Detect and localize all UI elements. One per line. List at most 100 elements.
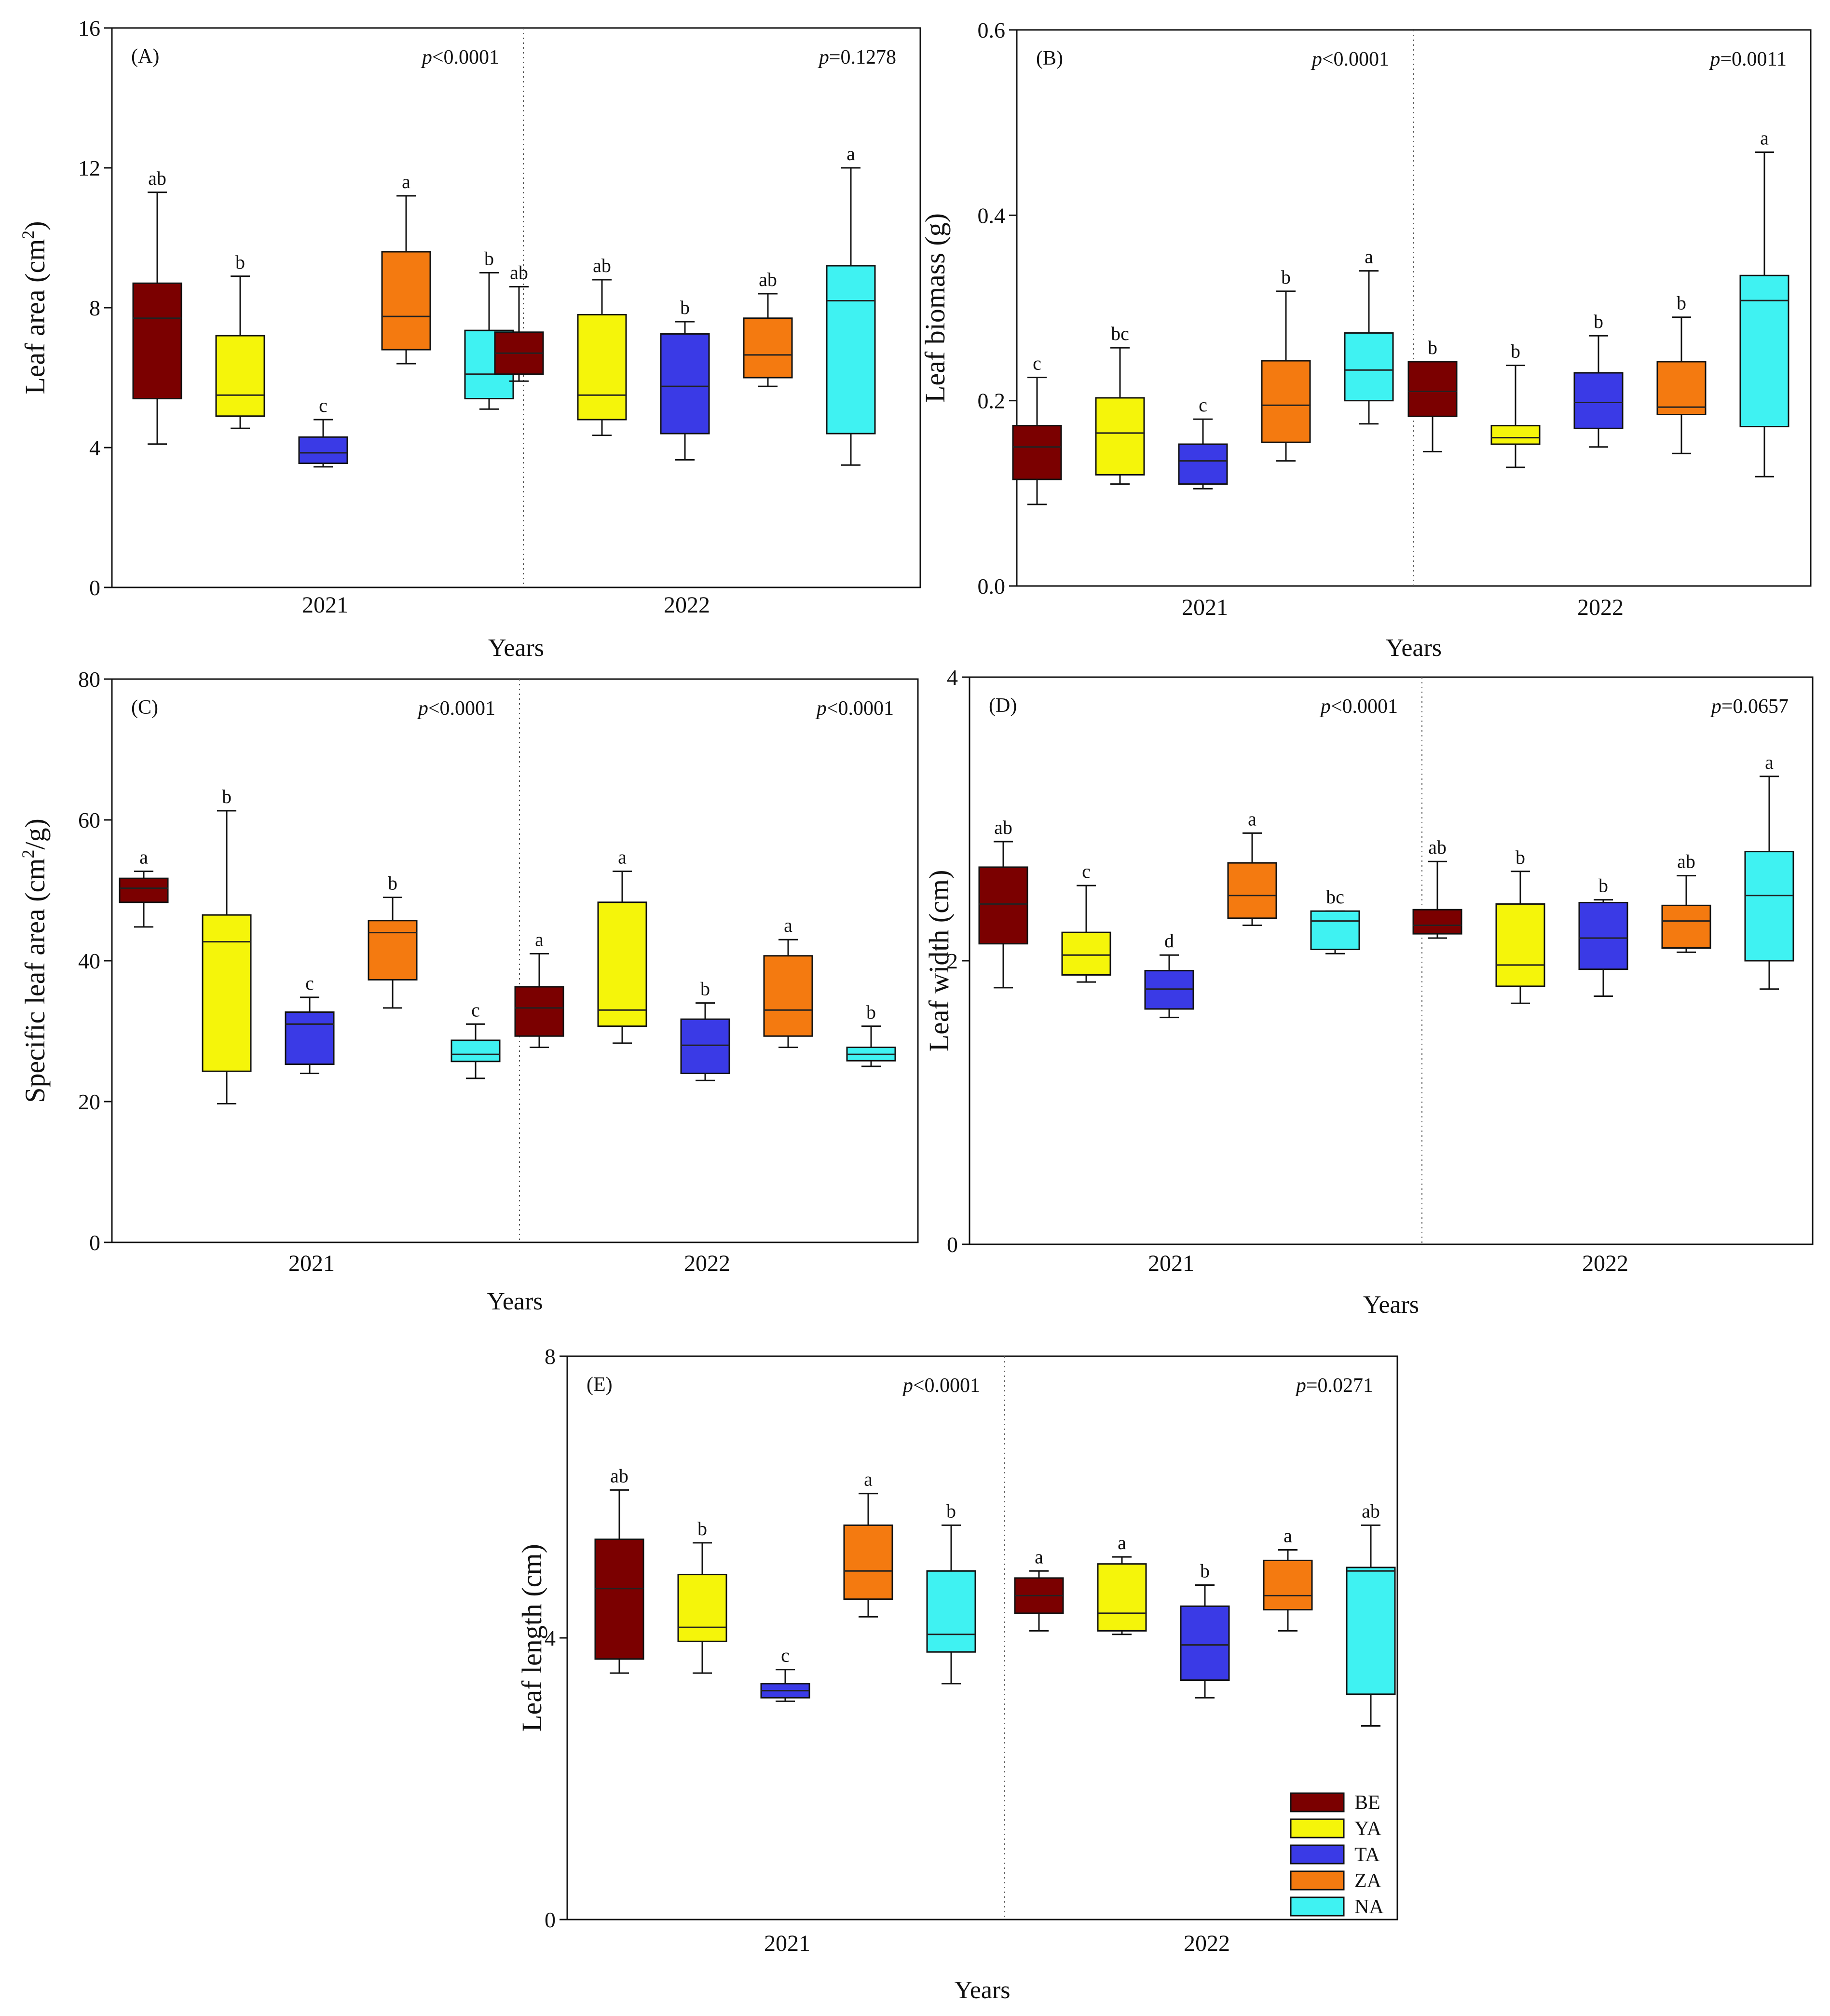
box-body — [926, 1570, 976, 1653]
box-body — [514, 986, 564, 1037]
box-ta-2022: b — [680, 978, 730, 1081]
significance-letter: b — [680, 297, 690, 318]
box-za-2022: ab — [1661, 851, 1711, 953]
year-label: 2021 — [764, 1931, 810, 1956]
x-axis-label: Years — [487, 1288, 543, 1315]
p-value-number: <0.0001 — [428, 697, 495, 720]
p-value-symbol: p — [1319, 695, 1331, 718]
box-ta-2021: c — [1178, 394, 1228, 490]
significance-letter: b — [1281, 266, 1291, 288]
p-value-number: <0.0001 — [1331, 695, 1398, 718]
box-body — [298, 436, 348, 464]
box-be-2022: ab — [494, 262, 544, 382]
significance-letter: c — [305, 972, 314, 994]
box-na-2021: bc — [1310, 886, 1360, 954]
box-body — [1097, 1563, 1147, 1632]
box-body — [368, 920, 418, 981]
box-body — [1573, 372, 1624, 429]
p-value-symbol: p — [1708, 48, 1720, 70]
y-tick-label: 4 — [89, 436, 100, 460]
box-za-2021: b — [368, 872, 418, 1009]
year-label: 2022 — [664, 592, 710, 618]
significance-letter: ab — [759, 269, 777, 290]
p-value: p<0.0001 — [815, 697, 894, 720]
box-be-2021: ab — [978, 817, 1028, 989]
y-axis-label-sup: 2 — [18, 850, 38, 858]
y-axis-label-end: ) — [19, 221, 51, 230]
box-za-2022: a — [763, 914, 813, 1049]
chart-panel-2: 0.0 0.2 0.4 0.6 Leaf biomass (g) Years (B) 2021… — [919, 18, 1812, 662]
box-be-2021: ab — [594, 1465, 644, 1674]
significance-letter: ab — [1362, 1500, 1380, 1522]
significance-letter: b — [1516, 846, 1525, 868]
y-tick-label: 8 — [545, 1344, 556, 1369]
year-label: 2022 — [1577, 595, 1624, 620]
box-body — [1227, 862, 1277, 919]
significance-letter: b — [388, 872, 397, 894]
box-za-2021: a — [843, 1469, 893, 1618]
significance-letter: ab — [593, 255, 611, 276]
plot-frame — [111, 27, 921, 588]
panel-label: (A) — [131, 45, 159, 68]
significance-letter: a — [1248, 808, 1256, 830]
box-body — [451, 1039, 501, 1062]
significance-letter: a — [1284, 1525, 1292, 1547]
y-axis-label-main: Specific leaf area (cm — [19, 858, 51, 1103]
box-body — [1739, 274, 1789, 427]
box-body — [743, 317, 793, 379]
box-za-2022: a — [1263, 1525, 1313, 1632]
box-body — [677, 1574, 727, 1642]
significance-letter: a — [1035, 1546, 1043, 1567]
significance-letter: c — [1033, 353, 1041, 374]
legend-swatch-na — [1290, 1896, 1345, 1917]
p-value: p=0.0011 — [1708, 48, 1787, 70]
box-body — [594, 1539, 644, 1660]
y-tick-label: 8 — [89, 296, 100, 320]
box-body — [577, 314, 627, 421]
significance-letter: bc — [1326, 886, 1344, 908]
p-value: p=0.0657 — [1710, 695, 1789, 718]
y-tick-label: 40 — [78, 949, 100, 973]
y-tick-label: 0 — [89, 575, 100, 600]
significance-letter: a — [784, 914, 792, 936]
box-body — [1178, 443, 1228, 485]
box-ya-2021: c — [1061, 860, 1111, 983]
significance-letter: a — [1765, 751, 1774, 773]
significance-letter: b — [1598, 875, 1608, 897]
significance-letter: c — [471, 999, 480, 1021]
box-body — [1661, 904, 1711, 949]
p-value-symbol: p — [1295, 1375, 1306, 1397]
box-ta-2022: b — [660, 297, 710, 461]
significance-letter: b — [1677, 292, 1686, 314]
p-value: p<0.0001 — [421, 46, 499, 68]
box-za-2022: b — [1656, 292, 1707, 454]
y-tick-label: 0.6 — [978, 18, 1006, 42]
significance-letter: b — [700, 978, 710, 1000]
box-za-2021: a — [1227, 808, 1277, 926]
p-value-number: <0.0001 — [432, 46, 499, 68]
box-body — [660, 333, 710, 435]
box-ta-2021: c — [285, 972, 335, 1075]
significance-letter: a — [535, 928, 544, 950]
x-axis-label: Years — [954, 1976, 1010, 2004]
legend-swatch-za — [1290, 1870, 1345, 1891]
legend-swatch-ta — [1290, 1844, 1345, 1865]
box-ya-2022: a — [597, 846, 647, 1044]
p-value: p<0.0001 — [417, 697, 495, 720]
box-na-2022: b — [846, 1001, 896, 1067]
box-body — [381, 251, 431, 351]
p-value-symbol: p — [815, 697, 827, 720]
significance-letter: ab — [610, 1465, 628, 1486]
box-na-2021: b — [926, 1500, 976, 1685]
year-label: 2022 — [684, 1251, 730, 1276]
panel-label: (C) — [131, 696, 158, 719]
significance-letter: b — [222, 786, 232, 807]
p-value-number: =0.1278 — [829, 46, 896, 68]
significance-letter: ab — [148, 167, 166, 189]
box-body — [1656, 361, 1707, 415]
box-za-2022: ab — [743, 269, 793, 387]
significance-letter: a — [139, 846, 148, 868]
box-body — [826, 265, 876, 435]
box-za-2021: a — [381, 171, 431, 365]
box-be-2022: ab — [1412, 836, 1462, 939]
